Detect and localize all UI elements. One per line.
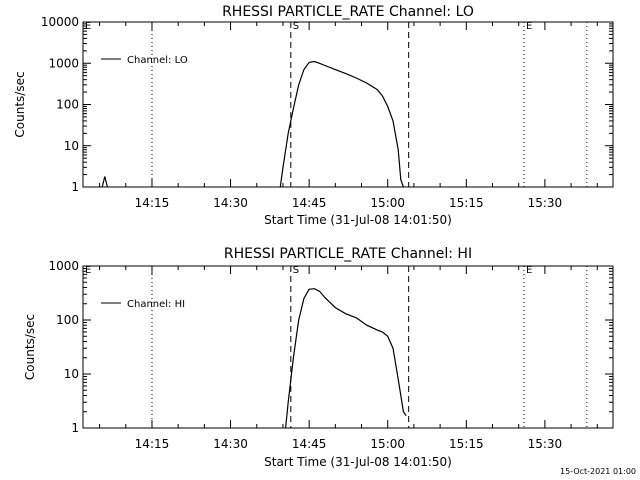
series-line (101, 176, 108, 188)
y-tick-label: 10 (64, 139, 79, 153)
y-tick-label: 1 (71, 180, 79, 194)
y-tick-label: 100 (56, 313, 79, 327)
x-tick-label: 14:30 (213, 437, 248, 451)
footer-timestamp: 15-Oct-2021 01:00 (560, 467, 636, 476)
y-axis-label: Counts/sec (13, 71, 27, 137)
x-tick-label: 15:00 (370, 437, 405, 451)
series-line (285, 288, 407, 429)
legend-label: Channel: HI (127, 299, 185, 310)
x-tick-label: 14:15 (135, 437, 170, 451)
x-tick-label: 14:45 (292, 196, 327, 210)
marker-label: E (85, 21, 91, 32)
y-axis-label: Counts/sec (23, 314, 37, 380)
y-tick-label: 1 (71, 421, 79, 435)
chart-title: RHESSI PARTICLE_RATE Channel: LO (222, 4, 474, 20)
marker-label: E (85, 265, 91, 276)
x-tick-label: 15:30 (528, 196, 563, 210)
plot-frame (82, 21, 614, 188)
marker-label: S (293, 21, 299, 32)
plot-frame (82, 265, 614, 429)
x-tick-label: 15:15 (449, 437, 484, 451)
lo-channel-panel: RHESSI PARTICLE_RATE Channel: LO 1 10 100 10… (13, 4, 614, 227)
x-tick-label: 14:45 (292, 437, 327, 451)
y-tick-label: 100 (56, 98, 79, 112)
x-tick-label: 15:00 (370, 196, 405, 210)
x-tick-label: 15:30 (528, 437, 563, 451)
y-tick-label: 1000 (48, 56, 79, 70)
x-tick-label: 14:30 (213, 196, 248, 210)
hi-channel-panel: RHESSI PARTICLE_RATE Channel: HI 1 10 100 10… (23, 246, 614, 469)
marker-label: E (526, 21, 532, 32)
y-tick-label: 10 (64, 367, 79, 381)
series-line (279, 60, 404, 188)
marker-label: S (293, 265, 299, 276)
y-tick-label: 10000 (41, 15, 79, 29)
marker-label: E (526, 265, 532, 276)
x-axis-label: Start Time (31-Jul-08 14:01:50) (264, 213, 452, 227)
legend-label: Channel: LO (127, 55, 188, 66)
x-tick-label: 14:15 (135, 196, 170, 210)
y-tick-label: 1000 (48, 259, 79, 273)
chart-title: RHESSI PARTICLE_RATE Channel: HI (224, 246, 472, 262)
x-tick-label: 15:15 (449, 196, 484, 210)
x-axis-label: Start Time (31-Jul-08 14:01:50) (264, 455, 452, 469)
